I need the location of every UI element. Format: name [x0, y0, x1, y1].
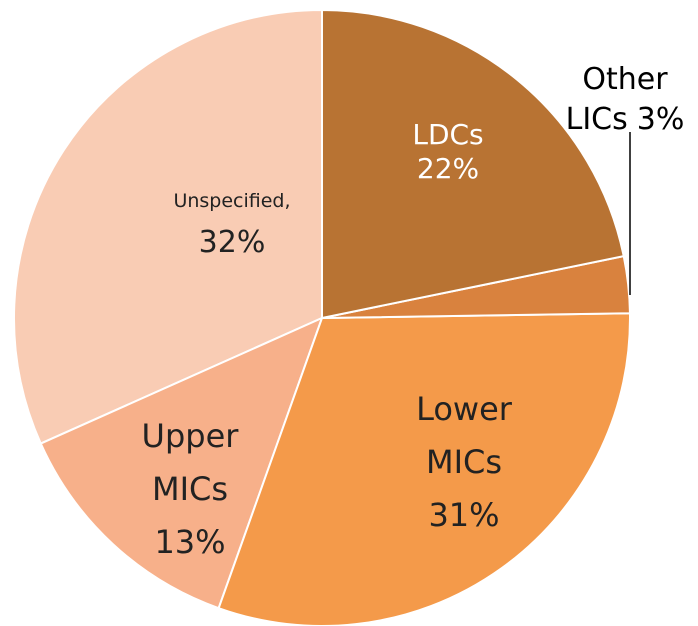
category-label: Other LICs — [565, 62, 668, 137]
pie-slice — [217, 312, 631, 626]
category-label: LDCs — [412, 118, 484, 151]
slice-label: Unspecified, 32% — [132, 180, 332, 264]
pie-slice — [39, 316, 324, 610]
pie-slice — [321, 8, 625, 320]
value-label: 32% — [198, 225, 266, 260]
value-label: 13% — [154, 523, 226, 561]
slice-label: LDCs 22% — [393, 118, 503, 186]
category-label: Lower MICs — [416, 390, 512, 481]
category-label: Unspecified, — [173, 190, 291, 212]
pie-slice — [13, 8, 323, 445]
slice-label: Lower MICs 31% — [409, 383, 519, 542]
category-label: Upper MICs — [141, 417, 239, 508]
slice-label: Other LICs 3% — [563, 62, 688, 142]
value-label: 31% — [428, 496, 500, 534]
value-label: 22% — [416, 152, 480, 185]
value-label: 3% — [636, 102, 685, 137]
slice-label: Upper MICs 13% — [135, 410, 245, 569]
